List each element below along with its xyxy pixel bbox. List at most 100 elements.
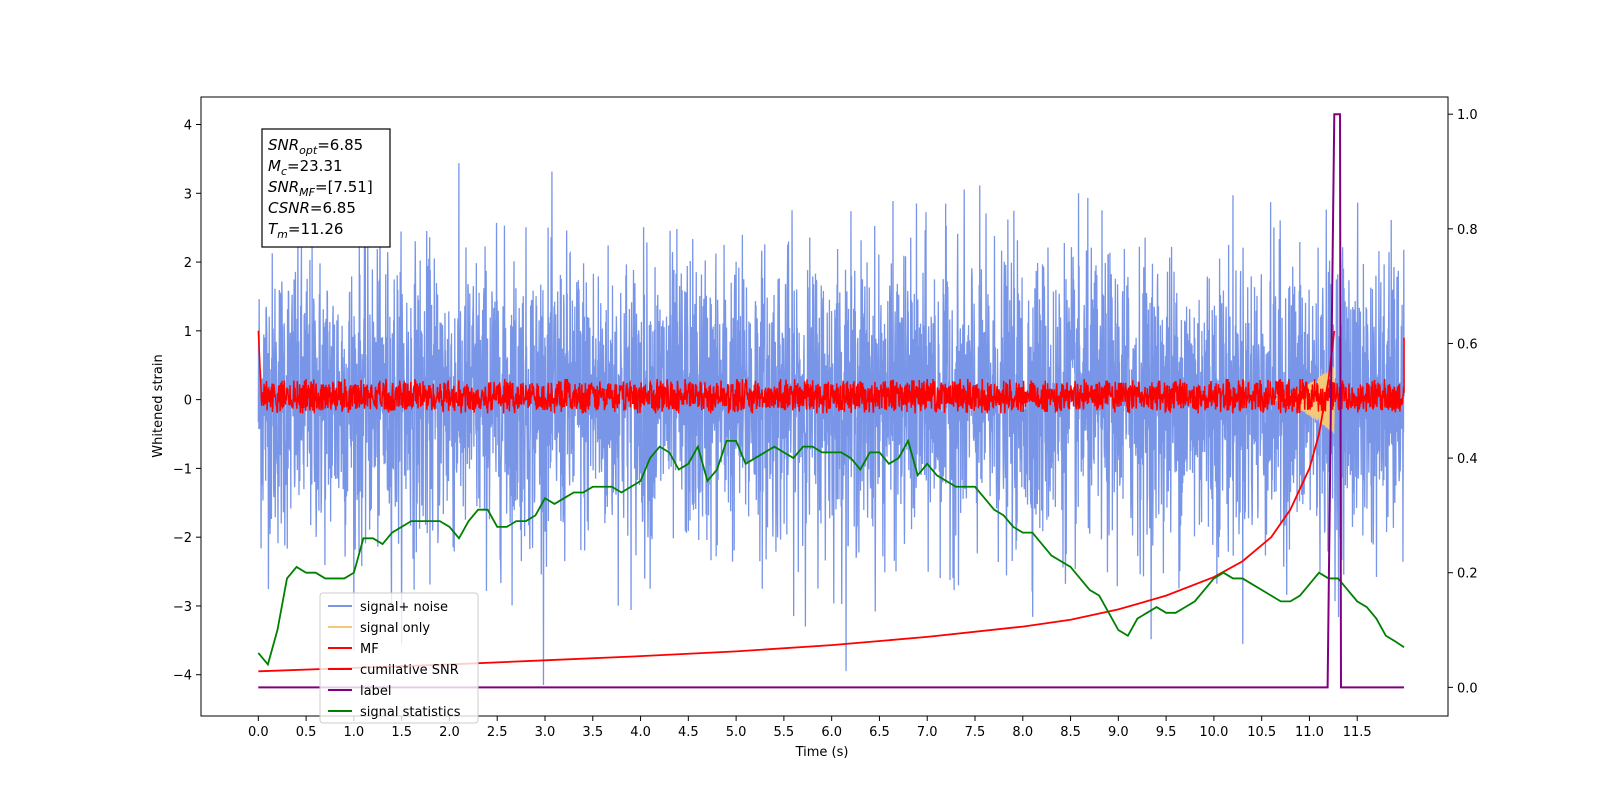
legend-entry: signal statistics — [328, 705, 461, 720]
y-tick-label: 4 — [184, 119, 192, 134]
y2-tick: 0.8 — [1448, 223, 1478, 238]
series-layer — [257, 113, 1405, 689]
x-tick-label: 10.5 — [1247, 725, 1276, 740]
y2-tick: 0.6 — [1448, 337, 1478, 352]
x-tick: 3.5 — [582, 716, 603, 740]
stats-line: SNRMF=[7.51] — [268, 178, 373, 199]
x-tick-label: 2.5 — [487, 725, 508, 740]
x-tick-label: 6.5 — [869, 725, 890, 740]
x-tick-label: 8.0 — [1012, 725, 1033, 740]
y-tick: 2 — [184, 256, 201, 271]
x-tick-label: 11.5 — [1343, 725, 1372, 740]
x-tick-label: 1.0 — [344, 725, 365, 740]
x-tick: 10.5 — [1247, 716, 1276, 740]
y2-tick-label: 1.0 — [1457, 108, 1478, 123]
x-tick: 3.0 — [535, 716, 556, 740]
series-signal-noise-line — [257, 163, 1405, 686]
x-tick: 0.5 — [296, 716, 317, 740]
y2-tick-label: 0.6 — [1457, 337, 1478, 352]
x-tick: 7.0 — [917, 716, 938, 740]
legend-label: label — [360, 684, 391, 699]
legend-entry: label — [328, 684, 391, 699]
x-tick: 10.0 — [1199, 716, 1228, 740]
legend-label: cumilative SNR — [360, 663, 459, 678]
x-tick-label: 6.0 — [821, 725, 842, 740]
x-tick: 5.5 — [774, 716, 795, 740]
x-tick-label: 0.5 — [296, 725, 317, 740]
y-tick: 4 — [184, 119, 201, 134]
x-tick: 11.0 — [1295, 716, 1324, 740]
y-tick-label: −1 — [173, 462, 192, 477]
x-tick-label: 8.5 — [1060, 725, 1081, 740]
y-tick-label: 0 — [184, 394, 192, 409]
y-tick: 3 — [184, 187, 201, 202]
stats-line: Mc=23.31 — [268, 157, 343, 178]
series-cumulative-snr-line — [258, 330, 1336, 673]
y-tick-label: 3 — [184, 187, 192, 202]
y-axis-label: Whitened strain — [151, 354, 166, 457]
y2-tick: 0.2 — [1448, 567, 1478, 582]
x-tick: 6.5 — [869, 716, 890, 740]
x-tick-label: 2.0 — [439, 725, 460, 740]
x-tick: 0.0 — [248, 716, 269, 740]
y-tick: −2 — [173, 531, 201, 546]
x-tick: 9.5 — [1156, 716, 1177, 740]
x-tick: 6.0 — [821, 716, 842, 740]
stats-line: Tm=11.26 — [268, 220, 343, 241]
x-axis: 0.0 0.5 1.0 1.5 2.0 2.5 3.0 3.5 4.0 4.5 5.0 5.5 6.0 6… — [248, 716, 1372, 740]
x-tick: 5.0 — [726, 716, 746, 740]
x-tick-label: 10.0 — [1199, 725, 1228, 740]
y-tick: −1 — [173, 462, 201, 477]
y-tick-label: −4 — [173, 669, 192, 684]
y-tick: 0 — [184, 394, 201, 409]
x-tick: 8.5 — [1060, 716, 1081, 740]
x-tick-label: 3.5 — [582, 725, 603, 740]
x-tick-label: 3.0 — [535, 725, 556, 740]
y2-tick-label: 0.4 — [1457, 452, 1478, 467]
x-tick-label: 5.5 — [774, 725, 795, 740]
y2-tick: 1.0 — [1448, 108, 1478, 123]
x-tick: 2.5 — [487, 716, 508, 740]
y-tick: 1 — [184, 325, 201, 340]
legend-entry: cumilative SNR — [328, 663, 459, 678]
x-tick-label: 9.0 — [1108, 725, 1129, 740]
legend-label: signal only — [360, 621, 430, 636]
x-tick: 4.5 — [678, 716, 699, 740]
y-tick-label: −2 — [173, 531, 192, 546]
y2-tick: 0.4 — [1448, 452, 1478, 467]
x-tick-label: 4.0 — [630, 725, 651, 740]
x-tick: 9.0 — [1108, 716, 1129, 740]
series-mf-line — [257, 330, 1405, 414]
legend-entry: signal only — [328, 621, 430, 636]
stats-line: SNRopt=6.85 — [268, 136, 363, 157]
legend-label: signal+ noise — [360, 600, 448, 615]
x-tick-label: 9.5 — [1156, 725, 1177, 740]
series-label-line — [258, 113, 1405, 689]
y-tick: −3 — [173, 600, 201, 615]
legend-entry: MF — [328, 642, 379, 657]
x-tick-label: 11.0 — [1295, 725, 1324, 740]
legend-entry: signal+ noise — [328, 600, 448, 615]
x-tick: 11.5 — [1343, 716, 1372, 740]
x-tick-label: 7.5 — [965, 725, 986, 740]
x-tick: 7.5 — [965, 716, 986, 740]
y-tick-label: 1 — [184, 325, 192, 340]
y-axis-right: 0.0 0.2 0.4 0.6 0.8 1.0 — [1448, 108, 1478, 696]
y-tick-label: 2 — [184, 256, 192, 271]
y2-tick-label: 0.8 — [1457, 223, 1478, 238]
x-tick-label: 4.5 — [678, 725, 699, 740]
x-tick-label: 0.0 — [248, 725, 269, 740]
legend: signal+ noise signal only MF cumilative SNR… — [319, 592, 479, 724]
y2-tick: 0.0 — [1448, 681, 1478, 696]
plot-frame — [200, 96, 1449, 717]
stats-line: CSNR=6.85 — [268, 199, 356, 217]
x-axis-label: Time (s) — [795, 745, 849, 760]
legend-label: MF — [360, 642, 379, 657]
stats-annotation-box: SNRopt=6.85Mc=23.31SNRMF=[7.51]CSNR=6.85… — [261, 128, 391, 248]
y-tick-label: −3 — [173, 600, 192, 615]
legend-label: signal statistics — [360, 705, 461, 720]
series-signal-statistics-line — [257, 438, 1405, 667]
y-axis-left: −4 −3 −2 −1 0 1 2 3 4 — [173, 119, 201, 684]
x-tick: 8.0 — [1012, 716, 1033, 740]
